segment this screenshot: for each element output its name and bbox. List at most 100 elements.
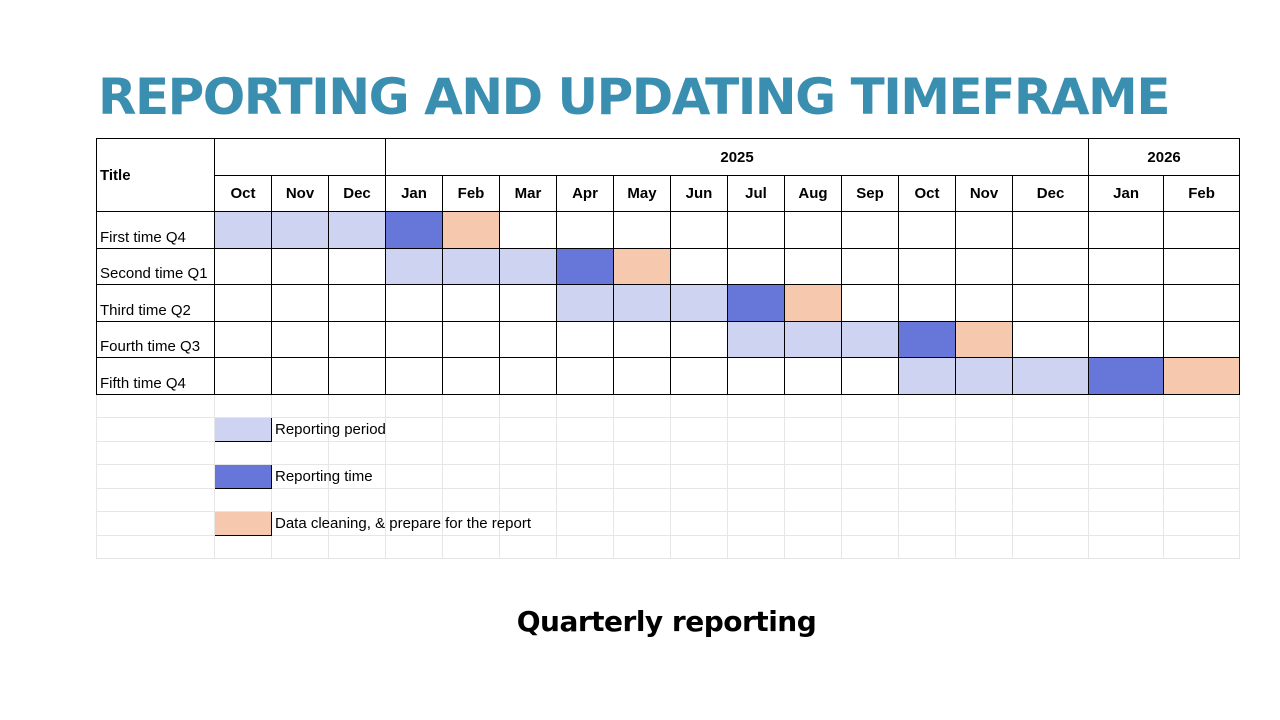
timeline-cell [385, 284, 444, 322]
empty-cell [955, 417, 1014, 442]
month-header-row: Oct Nov Dec Jan Feb Mar Apr May Jun Jul Aug Sep Oct N… [97, 175, 1241, 212]
empty-cell [96, 464, 215, 489]
empty-cell [499, 464, 558, 489]
empty-cell [670, 535, 729, 559]
empty-cell [499, 417, 558, 442]
timeline-cell [1012, 211, 1090, 249]
month-header: Sep [841, 175, 900, 212]
empty-cell [613, 488, 672, 512]
spacer-row [96, 441, 1241, 465]
empty-cell [1163, 441, 1241, 465]
empty-cell [898, 511, 957, 536]
empty-cell [841, 417, 900, 442]
timeline-cell [1012, 321, 1090, 358]
empty-cell [327, 488, 387, 512]
empty-cell [955, 464, 1014, 489]
timeline-cell-data-cleaning [613, 248, 672, 285]
month-header: Nov [955, 175, 1014, 212]
empty-cell [784, 417, 843, 442]
year-header: 2026 [1088, 138, 1241, 176]
empty-cell [327, 511, 387, 536]
timeline-cell-reporting-period [613, 284, 672, 322]
empty-cell [499, 511, 558, 536]
empty-cell [898, 535, 957, 559]
timeline-cell [556, 211, 615, 249]
timeline-cell [499, 211, 558, 249]
timeline-cell [955, 284, 1014, 322]
empty-cell [1163, 488, 1241, 512]
empty-cell [1012, 511, 1090, 536]
timeline-cell-data-cleaning [955, 321, 1014, 358]
spacer-row [96, 535, 1241, 559]
month-header: Feb [442, 175, 501, 212]
timeline-cell [442, 321, 501, 358]
timeline-cell-data-cleaning [1163, 357, 1241, 395]
empty-cell [499, 441, 558, 465]
empty-cell [1163, 417, 1241, 442]
timeline-cell [327, 248, 387, 285]
timeline-cell [327, 357, 387, 395]
timeline-cell [214, 248, 272, 285]
timeline-cell [442, 284, 501, 322]
empty-cell [1012, 464, 1090, 489]
timeline-cell [214, 321, 272, 358]
timeline-cell [327, 321, 387, 358]
timeline-cell [784, 211, 843, 249]
timeline-cell [898, 211, 957, 249]
empty-cell [214, 394, 272, 418]
empty-cell [955, 488, 1014, 512]
empty-cell [670, 488, 729, 512]
empty-cell [96, 417, 215, 442]
empty-cell [271, 441, 329, 465]
spacer-row [96, 488, 1241, 512]
timeline-cell [613, 211, 672, 249]
timeline-cell [670, 357, 729, 395]
row-label: Second time Q1 [96, 248, 215, 285]
empty-cell [841, 441, 900, 465]
year-header-row: Title 2025 2026 [96, 138, 1241, 212]
empty-cell [727, 394, 786, 418]
empty-cell [1012, 417, 1090, 442]
empty-cell [556, 441, 615, 465]
empty-cell [556, 464, 615, 489]
empty-cell [556, 535, 615, 559]
year-header [213, 138, 387, 176]
timeline-cell [613, 321, 672, 358]
timeline-cell-reporting-time [898, 321, 957, 358]
timeline-cell [1088, 284, 1165, 322]
timeline-row: Fifth time Q4 [96, 357, 1241, 395]
empty-cell [898, 441, 957, 465]
empty-cell [670, 511, 729, 536]
empty-cell [670, 464, 729, 489]
timeline-cell-reporting-period [214, 211, 272, 249]
legend-swatch-data-cleaning [214, 511, 272, 536]
timeline-cell [1012, 284, 1090, 322]
legend-label: Reporting time [271, 464, 373, 489]
row-label: Third time Q2 [96, 284, 215, 322]
timeline-cell-reporting-time [385, 211, 444, 249]
timeline-cell-reporting-period [271, 211, 329, 249]
timeline-cell [385, 357, 444, 395]
month-header: Dec [1012, 175, 1090, 212]
timeline-cell [955, 248, 1014, 285]
empty-cell [327, 394, 387, 418]
timeframe-table: Title 2025 2026 Oct Nov Dec Jan Feb Mar Apr May Jun… [96, 138, 1241, 559]
timeline-cell-reporting-period [841, 321, 900, 358]
empty-cell [96, 394, 215, 418]
empty-cell [955, 394, 1014, 418]
empty-cell [556, 488, 615, 512]
timeline-cell [727, 248, 786, 285]
empty-cell [955, 511, 1014, 536]
empty-cell [841, 488, 900, 512]
title-column-header: Title [96, 138, 215, 212]
legend-row: Data cleaning, & prepare for the report [96, 511, 1241, 536]
empty-cell [327, 441, 387, 465]
timeline-cell [556, 357, 615, 395]
month-header: Jun [670, 175, 729, 212]
timeline-cell-data-cleaning [442, 211, 501, 249]
timeline-cell [327, 284, 387, 322]
month-header: Feb [1163, 175, 1241, 212]
month-header: Oct [214, 175, 272, 212]
empty-cell [613, 511, 672, 536]
timeline-cell-reporting-time [556, 248, 615, 285]
